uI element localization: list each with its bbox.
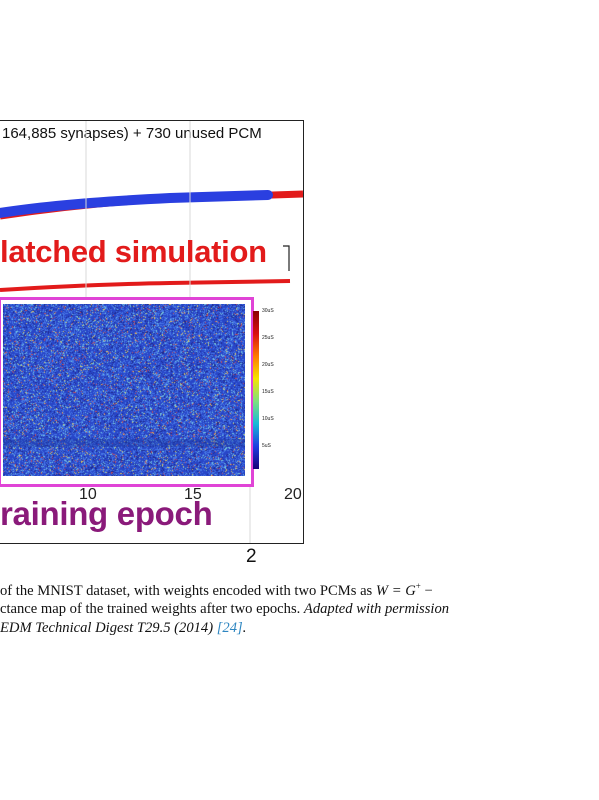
experiment-curve — [0, 190, 273, 218]
colorbar-tick: 30uS — [262, 308, 274, 314]
x-tick-label: 20 — [284, 486, 302, 503]
x-tick-label: 10 — [79, 486, 97, 503]
colorbar — [253, 311, 259, 469]
caption-line-1: of the MNIST dataset, with weights encod… — [0, 577, 470, 600]
x-tick-label: 15 — [184, 486, 202, 503]
caption-text: . — [242, 619, 247, 636]
citation-link[interactable]: [24] — [216, 619, 243, 636]
x-axis-label: raining epoch — [0, 495, 213, 532]
figure-panel: 164,885 synapses) + 730 unused PCM latch… — [0, 120, 304, 544]
colorbar-tick: 25uS — [262, 335, 274, 341]
caption-text: of the MNIST dataset, with weights encod… — [0, 582, 376, 599]
caption-text: ctance map of the trained weights after … — [0, 601, 304, 618]
caption-text: − — [420, 582, 433, 599]
colorbar-tick: 15uS — [262, 389, 274, 395]
accuracy-curves — [0, 121, 303, 543]
simulation-label: latched simulation — [0, 234, 267, 269]
colorbar-tick: 5uS — [262, 443, 271, 449]
caption-italic: EDM Technical Digest T29.5 (2014) — [0, 619, 217, 636]
x-tick-labels: 10 15 20 — [0, 486, 303, 504]
conductance-map-frame — [0, 297, 254, 487]
figure-top-label: 164,885 synapses) + 730 unused PCM — [2, 125, 262, 142]
caption-line-2: ctance map of the trained weights after … — [0, 600, 470, 619]
caption-math: W = G — [375, 582, 416, 599]
colorbar-tick: 20uS — [262, 362, 274, 368]
caption-italic: Adapted with permission — [303, 601, 450, 618]
label-bracket — [283, 245, 290, 271]
caption-math-sup: + — [415, 581, 421, 591]
simulation-curve-lower — [0, 279, 291, 292]
figure-caption: of the MNIST dataset, with weights encod… — [0, 577, 470, 637]
colorbar-tick: 10uS — [262, 416, 274, 422]
caption-line-3: EDM Technical Digest T29.5 (2014) [24]. — [0, 619, 470, 638]
page-number: 2 — [246, 546, 257, 567]
conductance-heatmap — [3, 304, 245, 476]
